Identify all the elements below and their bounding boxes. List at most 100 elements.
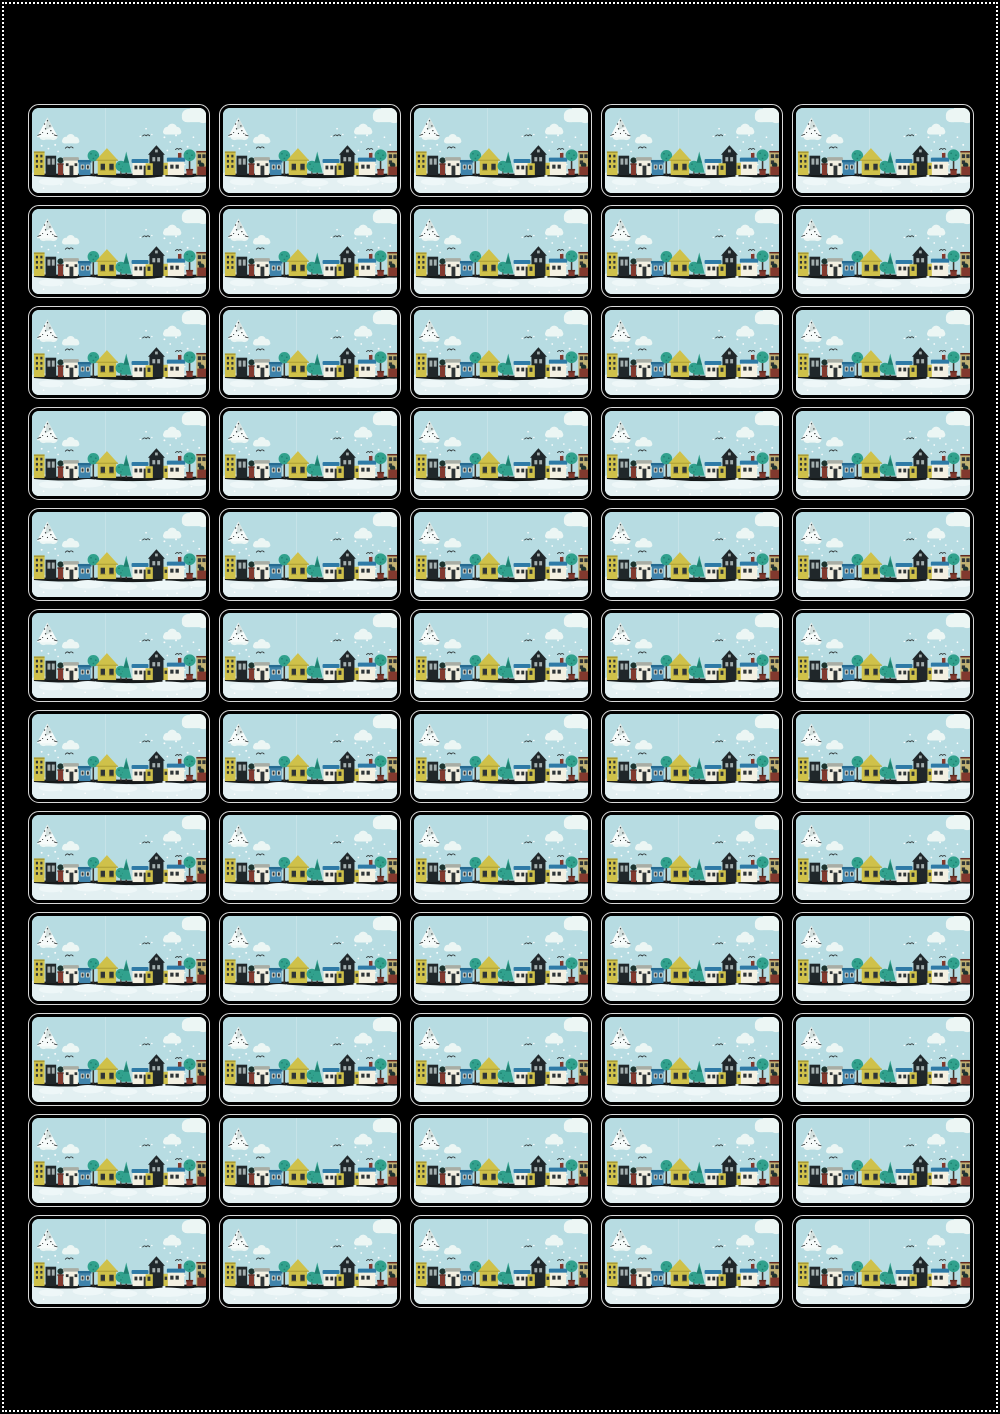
winter-village-illustration bbox=[796, 310, 970, 395]
sticker-label bbox=[28, 1215, 210, 1308]
winter-village-illustration bbox=[223, 209, 397, 294]
winter-village-illustration bbox=[796, 512, 970, 597]
sticker-artwork bbox=[223, 1118, 397, 1203]
sticker-label bbox=[601, 609, 783, 702]
sticker-artwork bbox=[32, 411, 206, 496]
sticker-label bbox=[410, 710, 592, 803]
sticker-artwork bbox=[223, 209, 397, 294]
sticker-label bbox=[28, 104, 210, 197]
winter-village-illustration bbox=[223, 411, 397, 496]
winter-village-illustration bbox=[223, 310, 397, 395]
winter-village-illustration bbox=[223, 512, 397, 597]
sticker-label bbox=[410, 104, 592, 197]
winter-village-illustration bbox=[414, 815, 588, 900]
sticker-label bbox=[601, 811, 783, 904]
sticker-artwork bbox=[223, 1017, 397, 1102]
sticker-artwork bbox=[414, 310, 588, 395]
sticker-artwork bbox=[223, 613, 397, 698]
winter-village-illustration bbox=[223, 1017, 397, 1102]
sticker-artwork bbox=[796, 613, 970, 698]
sticker-label bbox=[792, 811, 974, 904]
sticker-label bbox=[28, 912, 210, 1005]
sticker-label bbox=[28, 811, 210, 904]
sticker-artwork bbox=[796, 411, 970, 496]
sticker-label bbox=[601, 912, 783, 1005]
winter-village-illustration bbox=[32, 108, 206, 193]
sticker-artwork bbox=[32, 1017, 206, 1102]
sticker-label bbox=[601, 306, 783, 399]
winter-village-illustration bbox=[605, 916, 779, 1001]
winter-village-illustration bbox=[605, 108, 779, 193]
winter-village-illustration bbox=[414, 613, 588, 698]
sticker-artwork bbox=[414, 714, 588, 799]
winter-village-illustration bbox=[32, 1017, 206, 1102]
winter-village-illustration bbox=[605, 714, 779, 799]
sticker-artwork bbox=[414, 916, 588, 1001]
winter-village-illustration bbox=[414, 1017, 588, 1102]
sticker-artwork bbox=[223, 310, 397, 395]
sticker-artwork bbox=[223, 411, 397, 496]
winter-village-illustration bbox=[414, 108, 588, 193]
winter-village-illustration bbox=[32, 714, 206, 799]
sticker-artwork bbox=[223, 1219, 397, 1304]
sticker-artwork bbox=[605, 209, 779, 294]
sticker-label bbox=[792, 205, 974, 298]
winter-village-illustration bbox=[796, 411, 970, 496]
sticker-label bbox=[219, 407, 401, 500]
sticker-label bbox=[219, 104, 401, 197]
winter-village-illustration bbox=[796, 714, 970, 799]
winter-village-illustration bbox=[32, 512, 206, 597]
sticker-label bbox=[792, 508, 974, 601]
sticker-label bbox=[410, 407, 592, 500]
winter-village-illustration bbox=[605, 1219, 779, 1304]
winter-village-illustration bbox=[223, 1118, 397, 1203]
sticker-artwork bbox=[605, 1219, 779, 1304]
sticker-label bbox=[219, 306, 401, 399]
sticker-label bbox=[792, 609, 974, 702]
winter-village-illustration bbox=[414, 512, 588, 597]
sticker-artwork bbox=[605, 613, 779, 698]
sticker-artwork bbox=[414, 108, 588, 193]
sticker-label bbox=[792, 710, 974, 803]
winter-village-illustration bbox=[796, 1219, 970, 1304]
sticker-label bbox=[792, 306, 974, 399]
sticker-label bbox=[28, 710, 210, 803]
winter-village-illustration bbox=[32, 209, 206, 294]
sticker-artwork bbox=[605, 310, 779, 395]
sticker-artwork bbox=[796, 310, 970, 395]
winter-village-illustration bbox=[605, 1017, 779, 1102]
winter-village-illustration bbox=[223, 1219, 397, 1304]
winter-village-illustration bbox=[223, 815, 397, 900]
sticker-artwork bbox=[414, 1017, 588, 1102]
winter-village-illustration bbox=[223, 916, 397, 1001]
sticker-artwork bbox=[32, 815, 206, 900]
sticker-artwork bbox=[414, 815, 588, 900]
sticker-artwork bbox=[605, 512, 779, 597]
winter-village-illustration bbox=[32, 1219, 206, 1304]
winter-village-illustration bbox=[796, 1118, 970, 1203]
sticker-label bbox=[219, 710, 401, 803]
sticker-label bbox=[219, 508, 401, 601]
sticker-artwork bbox=[796, 209, 970, 294]
winter-village-illustration bbox=[414, 1118, 588, 1203]
sticker-artwork bbox=[223, 714, 397, 799]
winter-village-illustration bbox=[605, 411, 779, 496]
sticker-artwork bbox=[32, 1118, 206, 1203]
sticker-artwork bbox=[605, 916, 779, 1001]
winter-village-illustration bbox=[223, 613, 397, 698]
sticker-label bbox=[792, 1114, 974, 1207]
winter-village-illustration bbox=[605, 209, 779, 294]
sticker-label bbox=[410, 508, 592, 601]
sticker-artwork bbox=[796, 108, 970, 193]
sticker-label bbox=[410, 811, 592, 904]
sticker-label bbox=[219, 205, 401, 298]
winter-village-illustration bbox=[32, 1118, 206, 1203]
sticker-artwork bbox=[605, 815, 779, 900]
sticker-label bbox=[28, 609, 210, 702]
winter-village-illustration bbox=[605, 613, 779, 698]
sticker-label bbox=[219, 1114, 401, 1207]
winter-village-illustration bbox=[32, 310, 206, 395]
sticker-label bbox=[792, 1013, 974, 1106]
sticker-artwork bbox=[796, 1219, 970, 1304]
winter-village-illustration bbox=[223, 714, 397, 799]
